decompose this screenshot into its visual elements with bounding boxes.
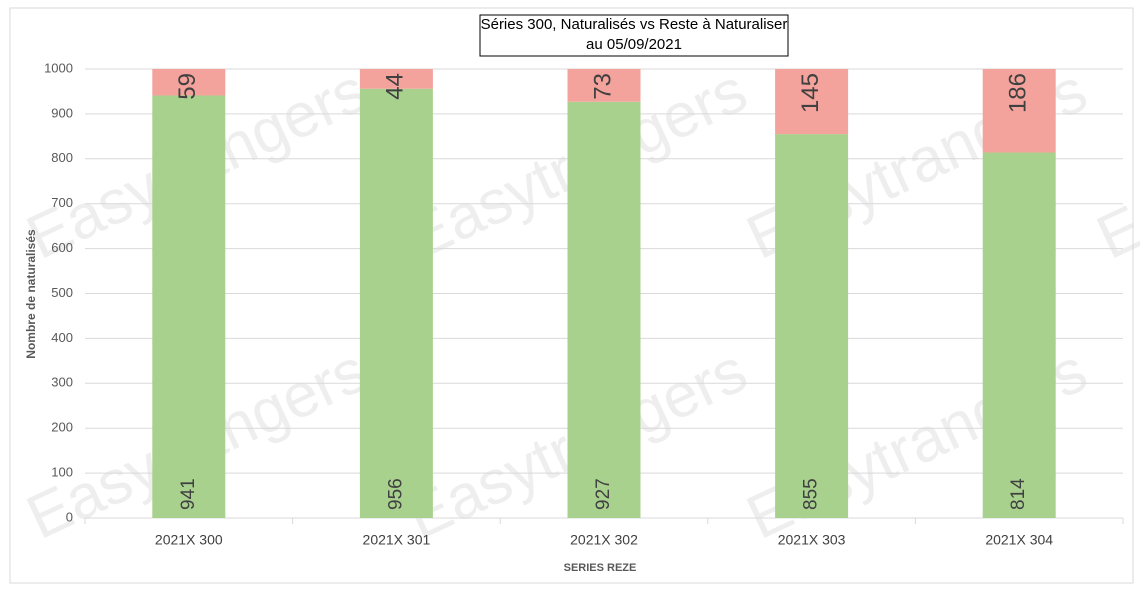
data-label: 145 bbox=[797, 73, 824, 113]
bar-segment bbox=[775, 69, 849, 135]
y-tick-label: 800 bbox=[51, 150, 73, 165]
data-label: 941 bbox=[178, 478, 199, 510]
x-axis-label: SERIES REZE bbox=[564, 562, 637, 574]
y-tick-label: 600 bbox=[51, 240, 73, 255]
y-tick-label: 900 bbox=[51, 105, 73, 120]
y-axis-label: Nombre de naturalisés bbox=[24, 229, 38, 359]
x-tick-label: 2021X 304 bbox=[985, 532, 1053, 548]
y-tick-label: 400 bbox=[51, 330, 73, 345]
x-tick-label: 2021X 300 bbox=[155, 532, 223, 548]
bar-segment bbox=[359, 69, 433, 89]
y-tick-label: 0 bbox=[66, 509, 73, 524]
data-label: 956 bbox=[385, 478, 406, 510]
data-label: 927 bbox=[593, 478, 614, 510]
x-tick-label: 2021X 302 bbox=[570, 532, 638, 548]
y-tick-label: 500 bbox=[51, 285, 73, 300]
bar-segment bbox=[982, 69, 1056, 153]
y-tick-label: 300 bbox=[51, 375, 73, 390]
bar-segment bbox=[567, 69, 641, 102]
bar-segment bbox=[775, 134, 849, 519]
chart-subtitle: au 05/09/2021 bbox=[586, 36, 682, 53]
y-tick-label: 1000 bbox=[44, 60, 73, 75]
plot: 0 100 200 300 400 500 600 700 800 900 1000 2021X 30… bbox=[44, 60, 1124, 548]
bar-segment bbox=[359, 88, 433, 519]
chart-title: Séries 300, Naturalisés vs Reste à Natur… bbox=[481, 16, 788, 33]
y-tick-label: 100 bbox=[51, 465, 73, 480]
data-label: 186 bbox=[1005, 73, 1032, 113]
y-tick-label: 700 bbox=[51, 195, 73, 210]
data-label: 855 bbox=[801, 478, 822, 510]
data-label: 44 bbox=[382, 73, 409, 100]
bar-segment bbox=[152, 69, 226, 96]
x-tick-label: 2021X 301 bbox=[363, 532, 431, 548]
bar-segment bbox=[982, 152, 1056, 518]
bar-segment bbox=[567, 101, 641, 518]
data-label: 59 bbox=[174, 73, 201, 100]
bar-segment bbox=[152, 95, 226, 518]
data-label: 73 bbox=[589, 73, 616, 100]
x-tick-label: 2021X 303 bbox=[778, 532, 846, 548]
y-tick-label: 200 bbox=[51, 420, 73, 435]
title-box bbox=[479, 14, 789, 57]
data-label: 814 bbox=[1008, 478, 1029, 510]
